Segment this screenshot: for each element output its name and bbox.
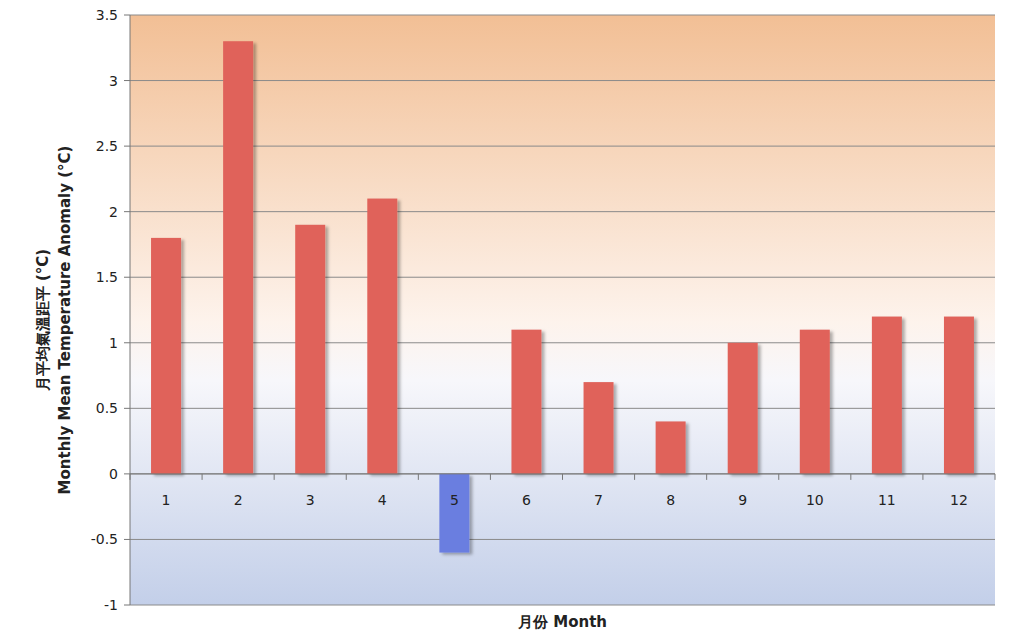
bar [944, 317, 974, 474]
grid-line [130, 605, 995, 606]
x-tick-label: 2 [234, 492, 243, 508]
bar [872, 317, 902, 474]
y-tick [124, 605, 130, 606]
x-axis-label: 月份 Month [517, 613, 607, 631]
grid-line [130, 342, 995, 343]
x-tick-label: 6 [522, 492, 531, 508]
y-tick [124, 473, 130, 474]
y-tick-label: 2 [109, 204, 118, 220]
y-tick [124, 80, 130, 81]
y-tick [124, 342, 130, 343]
x-tick [778, 474, 779, 480]
bars [151, 41, 974, 552]
chart-svg: -1-0.500.511.522.533.5123456789101112月份 … [0, 0, 1024, 638]
bar [728, 343, 758, 474]
y-axis-label: 月平均氣溫距平 (°C) [34, 249, 52, 392]
bar [151, 238, 181, 474]
y-axis-label: Monthly Mean Temperature Anomaly (°C) [56, 146, 74, 495]
x-tick [634, 474, 635, 480]
y-tick-label: 0.5 [96, 400, 118, 416]
bar [511, 330, 541, 474]
y-tick-label: 3 [109, 73, 118, 89]
x-tick-label: 7 [594, 492, 603, 508]
grid-line [130, 277, 995, 278]
bar [800, 330, 830, 474]
x-tick-label: 4 [378, 492, 387, 508]
x-tick [850, 474, 851, 480]
bar [656, 421, 686, 473]
y-tick [124, 146, 130, 147]
x-tick [274, 474, 275, 480]
bar [367, 199, 397, 474]
bar [439, 474, 469, 553]
bar [223, 41, 253, 474]
plot-background [130, 15, 995, 605]
x-tick [562, 474, 563, 480]
y-tick-label: 2.5 [96, 138, 118, 154]
grid-line [130, 408, 995, 409]
x-tick [346, 474, 347, 480]
y-tick [124, 408, 130, 409]
grid-line [130, 15, 995, 16]
y-tick [124, 15, 130, 16]
y-tick [124, 539, 130, 540]
x-tick [995, 474, 996, 480]
y-tick-label: 0 [109, 466, 118, 482]
x-tick-label: 10 [806, 492, 824, 508]
grid-line [130, 211, 995, 212]
grid-line [130, 80, 995, 81]
x-tick [202, 474, 203, 480]
bar [295, 225, 325, 474]
y-axis-line [130, 15, 131, 605]
bar [584, 382, 614, 474]
y-tick-label: 1 [109, 335, 118, 351]
x-tick [130, 474, 131, 480]
x-tick-label: 9 [738, 492, 747, 508]
y-tick-label: 3.5 [96, 7, 118, 23]
x-tick [418, 474, 419, 480]
x-tick-label: 5 [450, 492, 459, 508]
y-tick-label: 1.5 [96, 269, 118, 285]
y-tick [124, 211, 130, 212]
x-tick-label: 1 [162, 492, 171, 508]
chart-container: -1-0.500.511.522.533.5123456789101112月份 … [0, 0, 1024, 638]
x-tick [922, 474, 923, 480]
y-tick-label: -0.5 [91, 531, 118, 547]
grid-line [130, 146, 995, 147]
x-tick [490, 474, 491, 480]
x-tick-label: 12 [950, 492, 968, 508]
x-tick-label: 11 [878, 492, 896, 508]
x-tick-label: 8 [666, 492, 675, 508]
x-tick [706, 474, 707, 480]
y-tick [124, 277, 130, 278]
x-tick-label: 3 [306, 492, 315, 508]
y-tick-label: -1 [104, 597, 118, 613]
grid-line [130, 539, 995, 540]
